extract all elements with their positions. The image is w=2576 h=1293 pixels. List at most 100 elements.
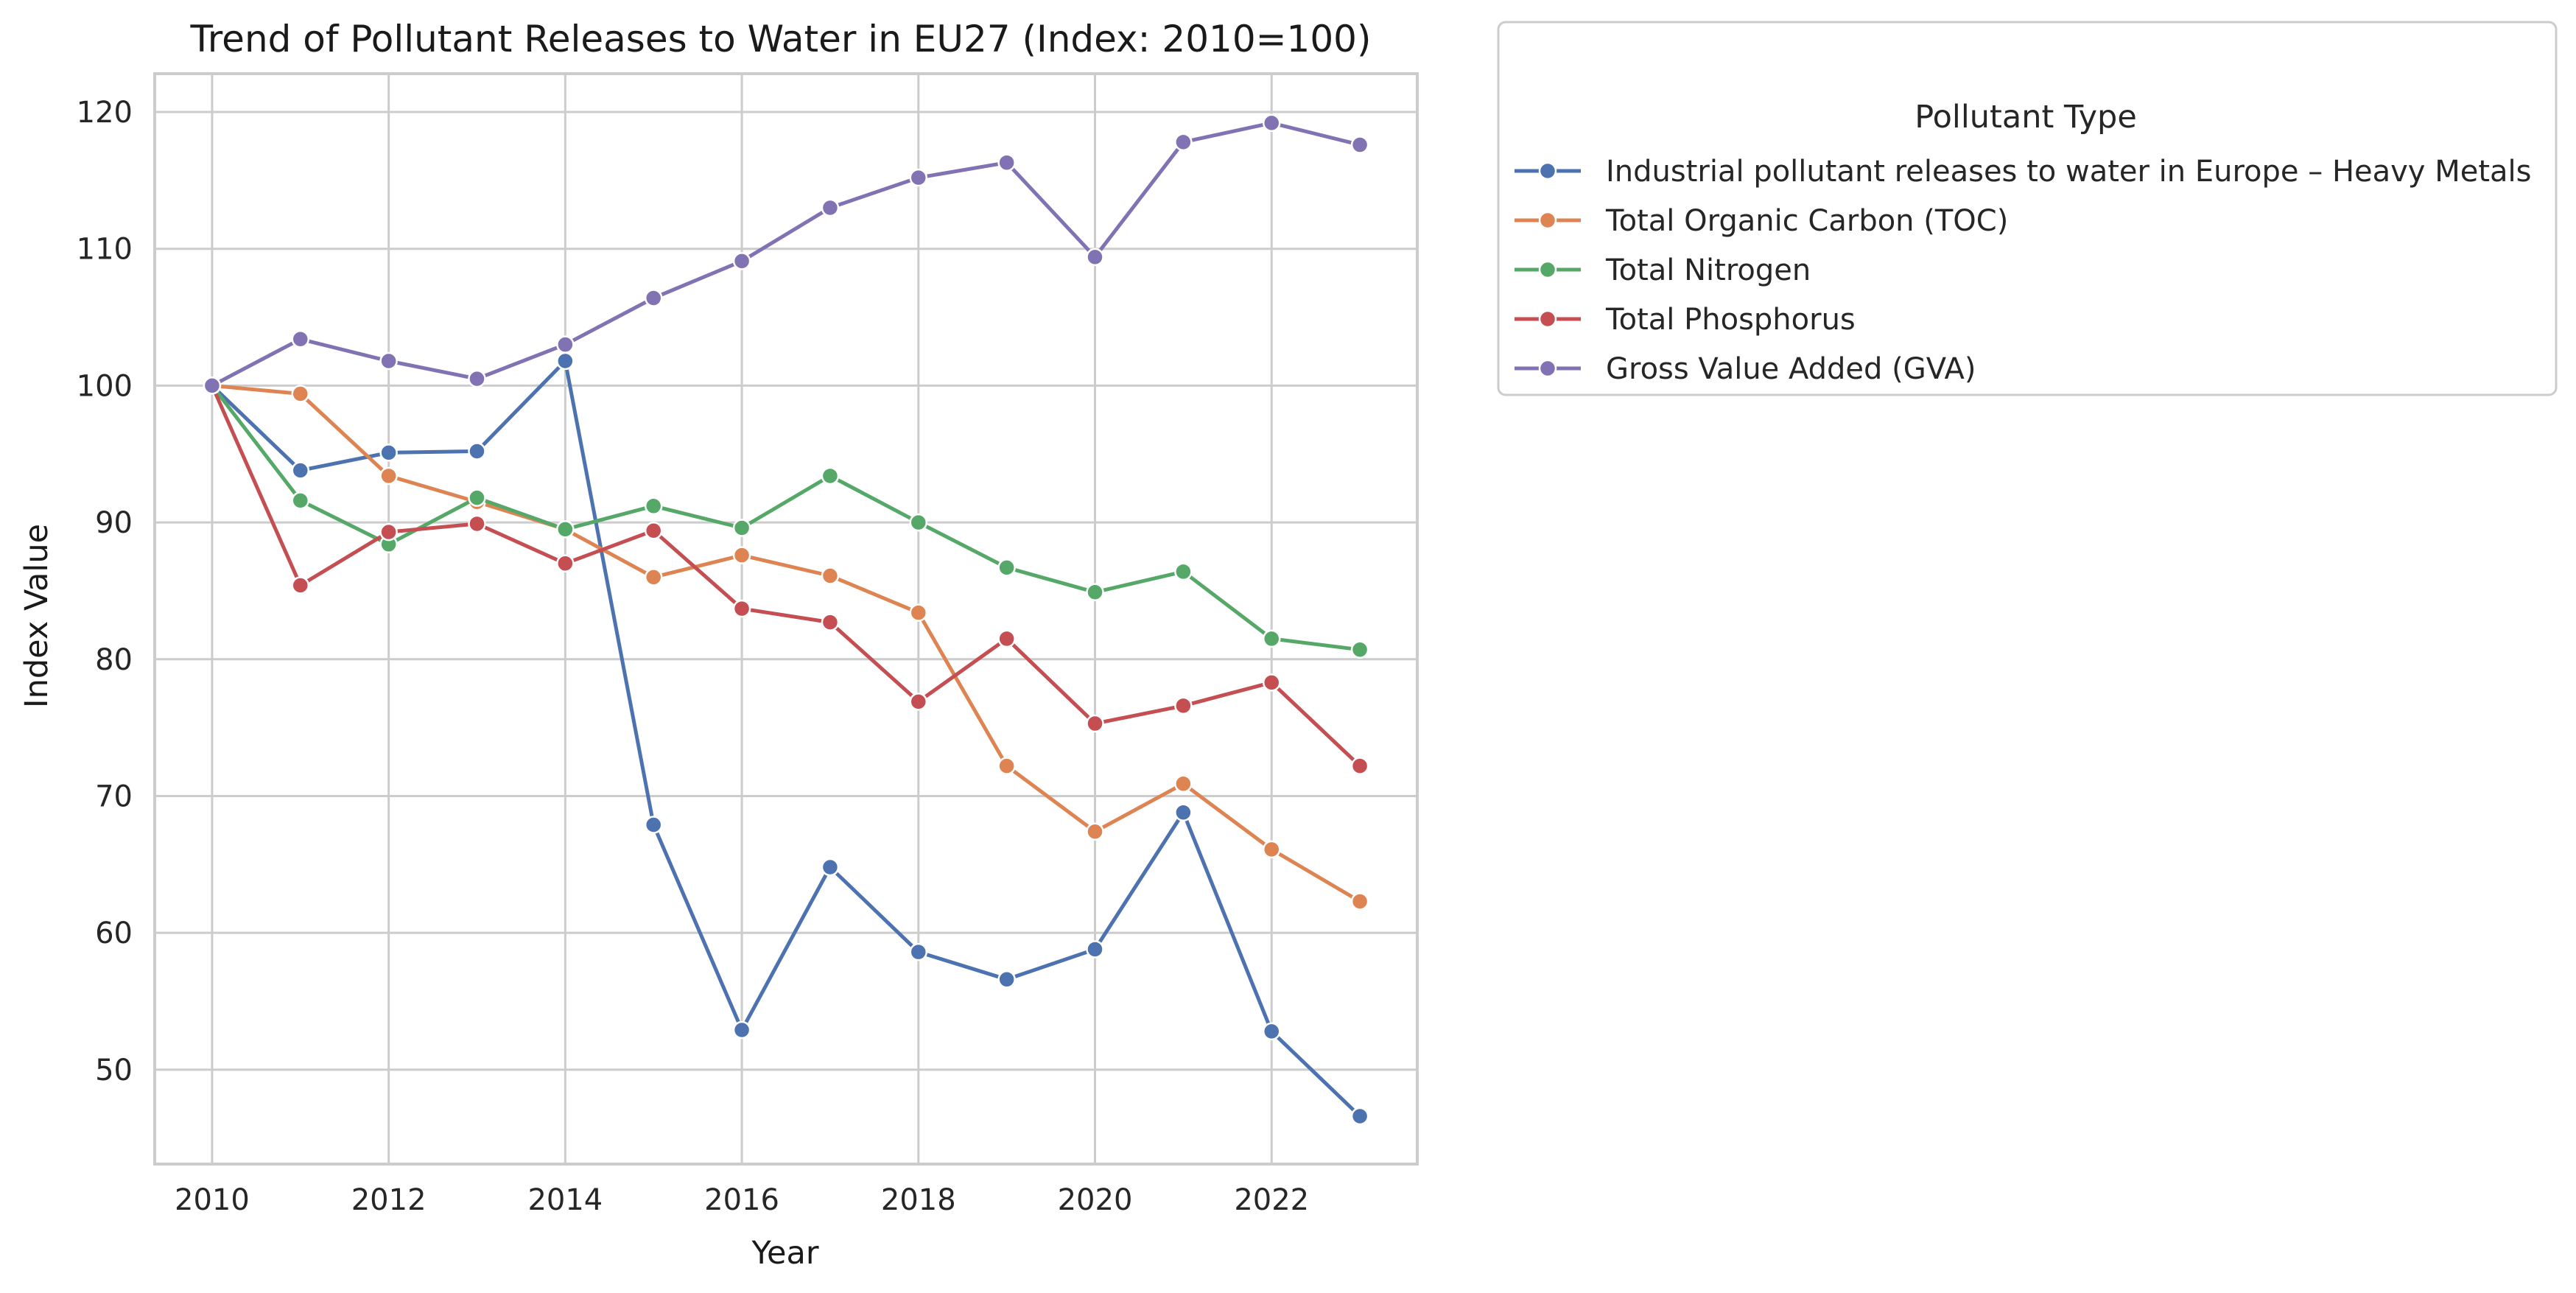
data-point — [1350, 757, 1369, 775]
data-point — [291, 576, 310, 595]
x-tick-label: 2010 — [175, 1183, 250, 1217]
data-point — [1262, 113, 1281, 133]
legend: Pollutant Type Industrial pollutant rele… — [1497, 21, 2558, 396]
x-tick-label: 2016 — [704, 1183, 779, 1217]
data-point — [1262, 840, 1281, 859]
data-point — [468, 369, 486, 388]
data-point — [997, 757, 1016, 775]
data-point — [1262, 673, 1281, 692]
legend-item: Gross Value Added (GVA) — [1515, 352, 1976, 386]
data-point — [732, 1020, 751, 1040]
data-point — [1350, 1107, 1369, 1126]
legend-item: Total Phosphorus — [1515, 303, 1856, 337]
data-point — [732, 546, 751, 564]
data-point — [644, 816, 663, 834]
y-tick-label: 90 — [95, 506, 133, 540]
data-point — [644, 568, 663, 586]
x-tick-label: 2022 — [1234, 1183, 1309, 1217]
data-point — [379, 444, 398, 462]
legend-title: Pollutant Type — [1915, 99, 2137, 136]
data-point — [379, 522, 398, 542]
data-point — [1262, 629, 1281, 648]
data-point — [291, 385, 310, 403]
legend-marker — [1538, 161, 1557, 181]
data-point — [997, 629, 1016, 648]
data-point — [909, 168, 928, 187]
data-point — [1174, 803, 1193, 822]
data-point — [732, 252, 751, 270]
plot-frame — [153, 72, 1419, 1166]
series-line — [211, 121, 1361, 388]
data-point — [1174, 696, 1193, 715]
data-point — [291, 461, 310, 480]
legend-label: Total Organic Carbon (TOC) — [1605, 204, 2008, 238]
data-point — [909, 942, 928, 961]
x-tick-label: 2014 — [527, 1183, 603, 1217]
data-point — [1086, 822, 1104, 841]
data-point — [291, 491, 310, 510]
legend-label: Total Nitrogen — [1605, 253, 1811, 287]
data-point — [291, 330, 310, 348]
data-point — [821, 567, 840, 585]
x-axis-label: Year — [751, 1235, 818, 1272]
data-point — [1350, 640, 1369, 659]
legend-item: Industrial pollutant releases to water i… — [1515, 155, 2531, 189]
data-point — [1086, 248, 1104, 267]
legend-marker — [1538, 260, 1557, 279]
legend-items: Industrial pollutant releases to water i… — [1515, 155, 2531, 386]
series-1 — [203, 351, 1369, 1126]
data-point — [379, 466, 398, 486]
data-point — [1086, 714, 1104, 733]
y-tick-label: 120 — [77, 96, 133, 130]
x-tick-label: 2020 — [1058, 1183, 1133, 1217]
data-point — [1174, 133, 1193, 152]
y-tick-label: 50 — [95, 1054, 133, 1087]
y-tick-label: 110 — [77, 233, 133, 267]
data-point — [821, 613, 840, 631]
series-line — [210, 384, 1361, 652]
x-tick-label: 2018 — [881, 1183, 956, 1217]
data-point — [556, 351, 575, 371]
data-point — [821, 466, 840, 486]
y-tick-label: 100 — [77, 369, 133, 403]
y-axis-label: Index Value — [18, 524, 55, 708]
data-point — [644, 289, 663, 307]
data-point — [732, 519, 751, 537]
data-point — [909, 603, 928, 622]
data-point — [732, 599, 751, 618]
data-point — [203, 376, 222, 395]
data-point — [556, 335, 575, 354]
data-point — [379, 351, 398, 371]
series-layer — [203, 113, 1369, 1126]
data-point — [1350, 892, 1369, 911]
data-point — [1350, 136, 1369, 154]
data-point — [1174, 774, 1193, 793]
data-point — [997, 970, 1016, 989]
legend-label: Total Phosphorus — [1605, 303, 1856, 337]
legend-item: Total Nitrogen — [1515, 253, 1811, 287]
data-point — [1086, 583, 1104, 602]
data-point — [468, 442, 486, 460]
legend-marker — [1538, 309, 1557, 329]
data-point — [644, 497, 663, 516]
data-point — [997, 558, 1016, 577]
series-3 — [203, 376, 1369, 659]
legend-marker — [1538, 359, 1557, 378]
data-point — [468, 488, 486, 507]
legend-marker — [1538, 211, 1557, 230]
chart-title: Trend of Pollutant Releases to Water in … — [190, 18, 1372, 60]
y-tick-label: 60 — [95, 917, 133, 950]
series-line — [210, 385, 1361, 768]
series-line — [211, 359, 1361, 1118]
legend-item: Total Organic Carbon (TOC) — [1515, 204, 2008, 238]
y-tick-label: 70 — [95, 779, 133, 813]
data-point — [997, 153, 1016, 172]
grid-layer — [155, 74, 1417, 1164]
series-5 — [203, 113, 1369, 395]
y-tick-labels: 50 60 70 80 90 100 110 120 — [77, 96, 133, 1087]
data-point — [821, 198, 840, 217]
data-point — [909, 513, 928, 532]
legend-label: Industrial pollutant releases to water i… — [1606, 155, 2531, 189]
plot-area — [153, 72, 1419, 1166]
